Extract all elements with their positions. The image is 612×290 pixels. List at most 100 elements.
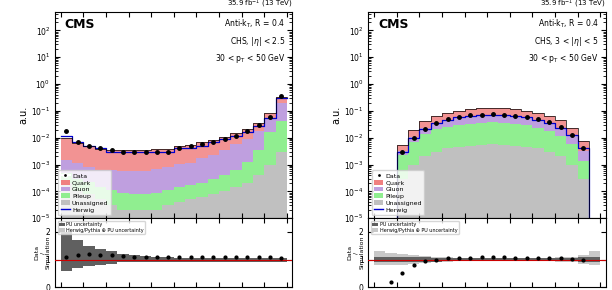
Bar bbox=[106, 253, 118, 262]
Bar bbox=[419, 256, 431, 263]
Bar bbox=[431, 123, 442, 129]
Text: 35.9 fb$^{-1}$ (13 TeV): 35.9 fb$^{-1}$ (13 TeV) bbox=[226, 0, 293, 10]
Bar bbox=[185, 258, 196, 262]
Herwig bbox=[57, 134, 64, 137]
Bar bbox=[465, 109, 476, 117]
Bar bbox=[453, 258, 465, 262]
Bar bbox=[140, 210, 151, 290]
Bar bbox=[408, 164, 419, 290]
Bar bbox=[253, 130, 264, 150]
Bar bbox=[196, 183, 207, 197]
Bar bbox=[543, 258, 555, 262]
Bar bbox=[521, 111, 532, 118]
Bar bbox=[61, 232, 72, 271]
Bar bbox=[230, 258, 242, 262]
Bar bbox=[83, 250, 95, 264]
Bar bbox=[129, 255, 140, 262]
Bar bbox=[140, 194, 151, 210]
Herwig bbox=[517, 116, 524, 119]
Text: CMS: CMS bbox=[65, 18, 95, 31]
Herwig bbox=[69, 140, 76, 144]
Bar bbox=[442, 126, 453, 148]
Bar bbox=[532, 128, 543, 148]
Bar bbox=[230, 144, 242, 170]
Bar bbox=[242, 162, 253, 183]
Bar bbox=[242, 258, 253, 262]
Bar bbox=[555, 128, 566, 136]
Bar bbox=[95, 249, 106, 265]
Bar bbox=[61, 246, 72, 268]
Bar bbox=[207, 194, 219, 290]
Bar bbox=[431, 152, 442, 290]
Herwig bbox=[249, 124, 256, 127]
Herwig bbox=[405, 136, 412, 139]
Bar bbox=[499, 145, 510, 290]
Bar bbox=[578, 255, 589, 264]
Herwig bbox=[136, 150, 144, 153]
Bar bbox=[431, 257, 442, 262]
Bar bbox=[72, 249, 83, 265]
Bar bbox=[207, 180, 219, 194]
Bar bbox=[521, 125, 532, 147]
Bar bbox=[151, 210, 162, 290]
Bar bbox=[253, 258, 264, 262]
Bar bbox=[129, 150, 140, 171]
Bar bbox=[499, 258, 510, 261]
Bar bbox=[129, 171, 140, 194]
Bar bbox=[174, 164, 185, 187]
Bar bbox=[510, 109, 521, 117]
Bar bbox=[578, 257, 589, 262]
Bar bbox=[453, 258, 465, 261]
Bar bbox=[174, 258, 185, 262]
Bar bbox=[465, 258, 476, 261]
Bar bbox=[174, 146, 185, 164]
Bar bbox=[442, 113, 453, 120]
Bar bbox=[275, 258, 287, 262]
Bar bbox=[543, 152, 555, 290]
Bar bbox=[543, 131, 555, 152]
Bar bbox=[589, 251, 600, 265]
Bar bbox=[219, 191, 230, 290]
Bar bbox=[532, 258, 543, 261]
Herwig bbox=[283, 96, 291, 100]
Bar bbox=[72, 191, 83, 290]
Bar bbox=[543, 258, 555, 261]
Herwig bbox=[147, 150, 155, 153]
Herwig bbox=[159, 150, 166, 153]
Bar bbox=[476, 145, 487, 290]
Bar bbox=[242, 183, 253, 290]
Herwig bbox=[215, 137, 223, 141]
Bar bbox=[419, 134, 431, 157]
Bar bbox=[230, 170, 242, 187]
Bar bbox=[106, 150, 118, 170]
Bar bbox=[61, 138, 72, 160]
Bar bbox=[275, 152, 287, 290]
Bar bbox=[72, 164, 83, 179]
Legend: Data, Quark, Gluon, Pileup, Unassigned, Herwig: Data, Quark, Gluon, Pileup, Unassigned, … bbox=[371, 171, 424, 215]
Bar bbox=[61, 160, 72, 173]
Bar bbox=[118, 254, 129, 262]
Bar bbox=[499, 116, 510, 123]
Bar bbox=[408, 255, 419, 264]
Bar bbox=[230, 133, 242, 144]
Bar bbox=[253, 175, 264, 290]
Bar bbox=[151, 169, 162, 193]
Bar bbox=[185, 185, 196, 200]
Bar bbox=[453, 125, 465, 147]
Bar bbox=[510, 124, 521, 146]
Bar bbox=[95, 170, 106, 187]
Herwig bbox=[438, 118, 446, 122]
Bar bbox=[532, 258, 543, 261]
Bar bbox=[453, 110, 465, 118]
Bar bbox=[162, 149, 174, 167]
Bar bbox=[185, 200, 196, 290]
Bar bbox=[521, 118, 532, 125]
Bar bbox=[476, 123, 487, 145]
Bar bbox=[555, 136, 566, 157]
Bar bbox=[487, 122, 499, 144]
Herwig bbox=[204, 140, 211, 144]
Bar bbox=[578, 151, 589, 162]
Bar bbox=[253, 258, 264, 262]
Herwig bbox=[506, 114, 513, 118]
Herwig bbox=[102, 150, 110, 153]
